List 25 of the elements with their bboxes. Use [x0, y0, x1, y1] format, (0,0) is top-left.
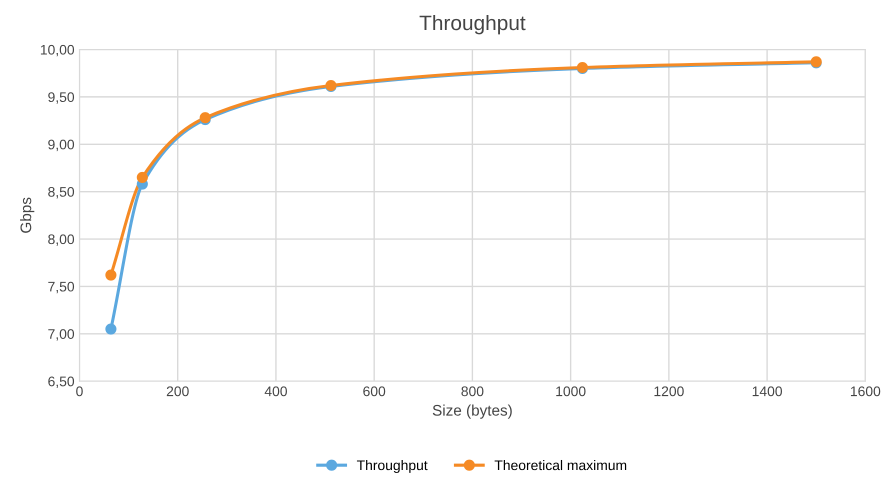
x-axis-title: Size (bytes)	[432, 404, 512, 419]
legend-label: Throughput	[356, 460, 428, 473]
x-tick-label: 800	[461, 386, 484, 396]
x-tick-label: 1400	[752, 386, 782, 396]
y-tick-label: 7,00	[48, 329, 74, 341]
y-tick-label: 6,50	[48, 376, 74, 388]
x-tick-label: 200	[166, 386, 189, 396]
point	[105, 269, 116, 281]
point	[136, 172, 148, 183]
x-tick-label: 1000	[556, 386, 586, 396]
x-tick-label: 0	[76, 386, 83, 396]
x-tick-label: 400	[264, 386, 287, 396]
y-tick-label: 10,00	[40, 44, 74, 56]
y-tick-label: 7,50	[48, 282, 74, 294]
point	[105, 323, 116, 335]
y-tick-label: 8,00	[48, 234, 74, 246]
x-tick-label: 1600	[850, 386, 880, 396]
y-axis-title: Gbps	[20, 198, 34, 233]
y-tick-label: 9,00	[48, 140, 74, 152]
y-tick-label: 8,50	[48, 186, 74, 198]
legend-label: Theoretical maximum	[494, 460, 626, 470]
x-tick-label: 600	[363, 386, 386, 396]
x-tick-label: 1200	[654, 386, 684, 396]
y-tick-label: 9,50	[48, 92, 74, 104]
chart-title: Throughput	[420, 14, 526, 34]
